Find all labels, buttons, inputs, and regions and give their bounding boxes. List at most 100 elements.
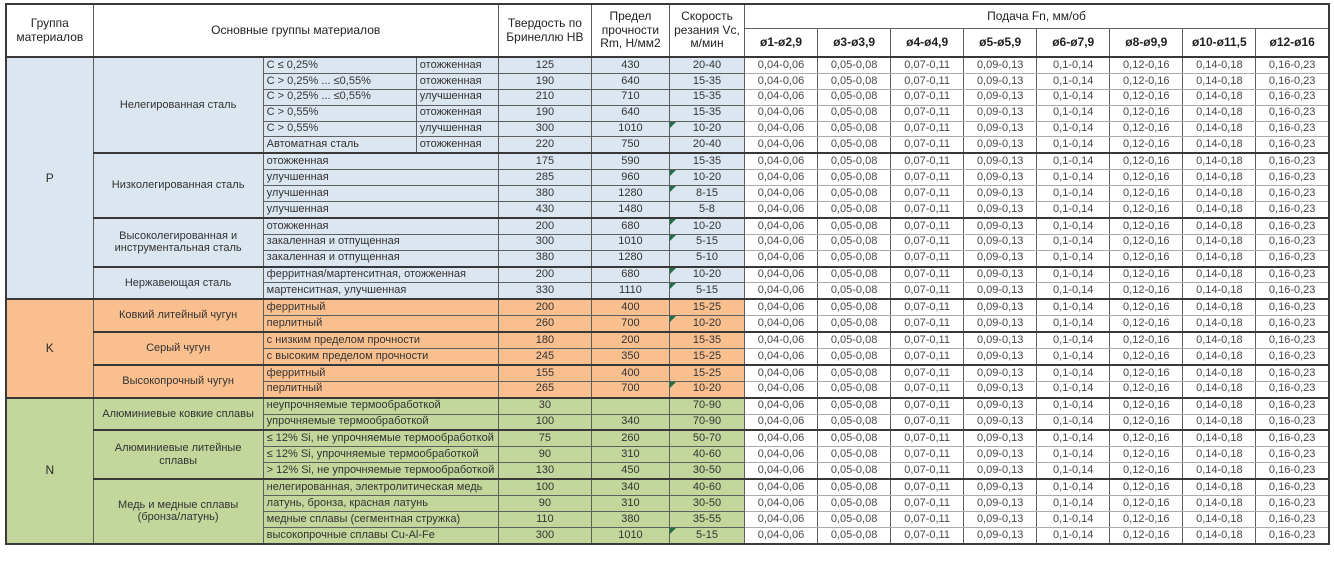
feed-cell: 0,09-0,13	[963, 315, 1038, 333]
feed-cell: 0,12-0,16	[1109, 331, 1184, 350]
spec-cell: Автоматная сталь	[262, 136, 417, 154]
rm-cell: 350	[590, 348, 670, 366]
table-row: Серый чугун с низким пределом прочности 18…	[6, 331, 1330, 366]
feed-cell: 0,16-0,23	[1255, 185, 1330, 203]
feed-cell: 0,16-0,23	[1255, 510, 1330, 528]
feed-cell: 0,07-0,11	[890, 446, 965, 464]
spec-cell: ≤ 12% Si, упрочняемые термообработкой	[262, 446, 499, 464]
feed-cell: 0,14-0,18	[1182, 136, 1257, 154]
rm-cell: 1280	[590, 249, 670, 268]
feed-cell: 0,04-0,06	[744, 249, 819, 268]
hb-cell: 90	[497, 495, 592, 512]
feed-cell: 0,16-0,23	[1255, 233, 1330, 251]
subgroup-cell: Нелегированная сталь	[92, 55, 264, 154]
feed-cell: 0,12-0,16	[1109, 152, 1184, 171]
feed-cell: 0,14-0,18	[1182, 185, 1257, 203]
hb-cell: 300	[497, 526, 592, 545]
vc-cell: 70-90	[668, 413, 746, 431]
header-diameter-range: ø10-ø11,5	[1182, 28, 1257, 58]
subgroup-cell: Низколегированная сталь	[92, 152, 264, 219]
vc-cell: 15-35	[668, 104, 746, 122]
state-cell: улучшенная	[415, 120, 499, 138]
feed-cell: 0,14-0,18	[1182, 429, 1257, 448]
feed-cell: 0,09-0,13	[963, 216, 1038, 235]
hb-cell: 200	[497, 265, 592, 284]
subgroup-cell: Высоколегированная и инструментальная ст…	[92, 216, 264, 268]
feed-cell: 0,1-0,14	[1036, 136, 1111, 154]
hb-cell: 125	[497, 55, 592, 74]
vc-cell: 15-35	[668, 152, 746, 171]
feed-cell: 0,12-0,16	[1109, 265, 1184, 284]
feed-cell: 0,16-0,23	[1255, 331, 1330, 350]
vc-cell: 5-15	[668, 233, 746, 251]
feed-cell: 0,14-0,18	[1182, 396, 1257, 415]
table-row: ≤ 12% Si, упрочняемые термообработкой 90 3…	[6, 446, 1330, 464]
feed-cell: 0,14-0,18	[1182, 120, 1257, 138]
feed-cell: 0,07-0,11	[890, 88, 965, 106]
header-diameter-range: ø3-ø3,9	[817, 28, 892, 58]
feed-cell: 0,05-0,08	[817, 315, 892, 333]
vc-cell: 35-55	[668, 510, 746, 528]
feed-cell: 0,1-0,14	[1036, 478, 1111, 497]
vc-cell: 8-15	[668, 185, 746, 203]
feed-cell: 0,09-0,13	[963, 88, 1038, 106]
feed-cell: 0,07-0,11	[890, 120, 965, 138]
feed-cell: 0,07-0,11	[890, 363, 965, 382]
feed-cell: 0,07-0,11	[890, 413, 965, 431]
feed-cell: 0,09-0,13	[963, 233, 1038, 251]
vc-cell: 40-60	[668, 478, 746, 497]
hb-cell: 100	[497, 413, 592, 431]
feed-cell: 0,07-0,11	[890, 298, 965, 317]
feed-cell: 0,09-0,13	[963, 396, 1038, 415]
feed-cell: 0,16-0,23	[1255, 396, 1330, 415]
rm-cell: 400	[590, 363, 670, 382]
table-row: C > 0,25% ... ≤0,55% улучшенная 210 710 15-3…	[6, 88, 1330, 106]
feed-cell: 0,12-0,16	[1109, 120, 1184, 138]
vc-cell: 30-50	[668, 495, 746, 512]
feed-cell: 0,04-0,06	[744, 233, 819, 251]
hb-cell: 190	[497, 72, 592, 90]
table-row: K Ковкий литейный чугун ферритный 200 400 15-…	[5, 298, 1330, 399]
feed-cell: 0,14-0,18	[1182, 249, 1257, 268]
rm-cell: 700	[590, 380, 670, 399]
feed-cell: 0,1-0,14	[1036, 331, 1111, 350]
feed-cell: 0,12-0,16	[1109, 169, 1184, 187]
feed-cell: 0,12-0,16	[1109, 363, 1184, 382]
feed-cell: 0,12-0,16	[1109, 249, 1184, 268]
feed-cell: 0,07-0,11	[890, 249, 965, 268]
feed-cell: 0,09-0,13	[963, 495, 1038, 512]
hb-cell: 90	[497, 446, 592, 464]
feed-cell: 0,16-0,23	[1255, 363, 1330, 382]
feed-cell: 0,09-0,13	[963, 331, 1038, 350]
feed-cell: 0,07-0,11	[890, 510, 965, 528]
table-row: P Нелегированная сталь C ≤ 0,25% отожженная…	[5, 55, 1330, 300]
feed-cell: 0,04-0,06	[744, 169, 819, 187]
feed-cell: 0,14-0,18	[1182, 526, 1257, 545]
feed-cell: 0,16-0,23	[1255, 72, 1330, 90]
header-row-1: Группа материалов Основные группы матери…	[5, 3, 1330, 58]
feed-cell: 0,04-0,06	[744, 462, 819, 480]
table-row: медные сплавы (сегментная стружка) 110 380…	[6, 510, 1330, 528]
feed-cell: 0,05-0,08	[817, 348, 892, 366]
feed-cell: 0,05-0,08	[817, 104, 892, 122]
subgroup-cell: Алюминиевые литейные сплавы	[92, 429, 264, 480]
spec-cell: перлитный	[262, 380, 499, 399]
feed-cell: 0,07-0,11	[890, 282, 965, 300]
feed-cell: 0,16-0,23	[1255, 216, 1330, 235]
vc-cell: 10-20	[668, 169, 746, 187]
spec-cell: перлитный	[262, 315, 499, 333]
spec-cell: C ≤ 0,25%	[262, 55, 417, 74]
rm-cell: 1010	[590, 233, 670, 251]
table-row: C > 0,55% улучшенная 300 1010 10-20 0,04-0,06…	[6, 120, 1330, 138]
feed-cell: 0,05-0,08	[817, 88, 892, 106]
feed-cell: 0,09-0,13	[963, 249, 1038, 268]
feed-cell: 0,14-0,18	[1182, 331, 1257, 350]
feed-cell: 0,16-0,23	[1255, 201, 1330, 219]
feed-cell: 0,09-0,13	[963, 380, 1038, 399]
feed-cell: 0,04-0,06	[744, 315, 819, 333]
feed-cell: 0,04-0,06	[744, 55, 819, 74]
feed-cell: 0,16-0,23	[1255, 88, 1330, 106]
hb-cell: 130	[497, 462, 592, 480]
spec-cell: улучшенная	[262, 185, 499, 203]
spec-cell: мартенситная, улучшенная	[262, 282, 499, 300]
